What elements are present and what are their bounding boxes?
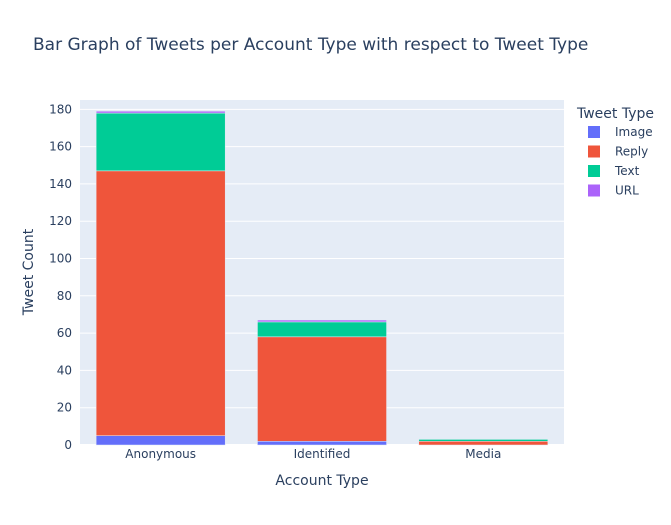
y-axis-title: Tweet Count [21, 228, 37, 316]
x-axis-title: Account Type [275, 473, 368, 489]
x-tick-label: Anonymous [125, 447, 196, 461]
y-axis-ticks: 0 20 40 60 80 100 120 140 160 180 [49, 102, 72, 452]
legend-label: Image [615, 125, 653, 139]
y-tick-label: 100 [49, 252, 72, 266]
bar-segment[interactable] [418, 439, 549, 442]
legend-swatch [588, 184, 600, 197]
legend-swatch [588, 126, 600, 138]
legend-label: URL [615, 184, 639, 198]
legend-item[interactable]: Text [588, 164, 640, 178]
legend[interactable]: Image Reply Text URL [588, 125, 653, 198]
bar-segment[interactable] [418, 441, 549, 446]
legend-item[interactable]: Reply [588, 145, 648, 159]
bar-segment[interactable] [257, 319, 387, 323]
legend-label: Text [614, 164, 640, 178]
bars [95, 110, 549, 446]
x-tick-label: Identified [294, 447, 351, 461]
y-tick-label: 0 [64, 438, 72, 452]
bar-segment[interactable] [95, 435, 226, 446]
bar-segment[interactable] [257, 441, 387, 446]
legend-item[interactable]: URL [588, 184, 639, 198]
legend-swatch [588, 145, 600, 158]
x-tick-label: Media [465, 447, 501, 461]
y-tick-label: 160 [49, 140, 72, 154]
bar-segment[interactable] [95, 110, 226, 114]
y-tick-label: 140 [49, 177, 72, 191]
legend-item[interactable]: Image [588, 125, 653, 139]
legend-label: Reply [615, 145, 648, 159]
chart-title: Bar Graph of Tweets per Account Type wit… [33, 35, 588, 55]
legend-title: Tweet Type [576, 106, 654, 122]
bar-segment[interactable] [257, 321, 387, 338]
y-tick-label: 20 [57, 401, 72, 415]
x-axis-ticks: Anonymous Identified Media [125, 447, 501, 461]
y-tick-label: 120 [49, 214, 72, 228]
bar-segment[interactable] [95, 112, 226, 172]
y-tick-label: 60 [57, 326, 72, 340]
bar-segment[interactable] [257, 336, 387, 442]
y-tick-label: 80 [57, 289, 72, 303]
legend-swatch [588, 165, 600, 177]
y-tick-label: 40 [57, 363, 72, 377]
bar-segment[interactable] [95, 170, 226, 436]
y-tick-label: 180 [49, 102, 72, 116]
